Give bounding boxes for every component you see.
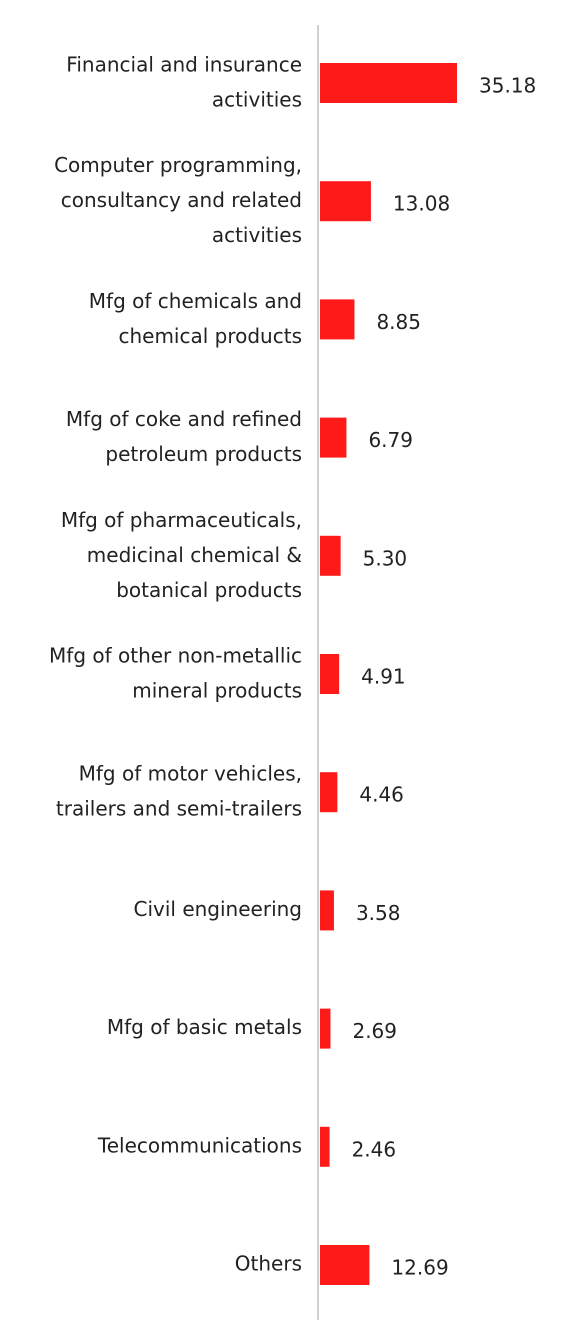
value-label: 4.91 [361,665,406,689]
bar [320,1008,331,1049]
category-label: Mfg of basic metals [107,1015,302,1039]
bar [320,890,334,931]
bar [320,535,341,576]
category-label: Mfg of chemicals and chemical products [89,288,302,347]
category-label: Computer programming, consultancy and rel… [54,153,302,247]
value-label: 2.46 [352,1137,397,1161]
bar [320,417,347,458]
value-label: 6.79 [368,428,413,452]
category-label: Others [235,1252,302,1276]
bar [320,772,338,813]
value-label: 3.58 [356,901,401,925]
value-label: 2.69 [352,1019,397,1043]
value-label: 4.46 [359,783,404,807]
category-label: Civil engineering [134,897,303,921]
value-label: 13.08 [393,192,450,216]
value-label: 35.18 [479,74,536,98]
bar [320,63,457,103]
value-label: 8.85 [376,310,421,334]
category-label: Mfg of coke and refined petroleum product… [66,407,302,466]
bar [320,181,371,222]
bar [320,654,340,694]
bar [320,1245,370,1285]
value-label: 12.69 [391,1256,448,1280]
category-label: Mfg of other non-metallic mineral product… [49,643,302,702]
category-label: Mfg of motor vehicles, trailers and semi-… [56,761,302,820]
category-label: Mfg of pharmaceuticals, medicinal chemica… [61,507,302,601]
bar [320,1126,330,1167]
bar [320,299,355,340]
category-label: Financial and insurance activities [66,52,302,111]
category-label: Telecommunications [97,1133,302,1157]
value-label: 5.30 [363,546,408,570]
